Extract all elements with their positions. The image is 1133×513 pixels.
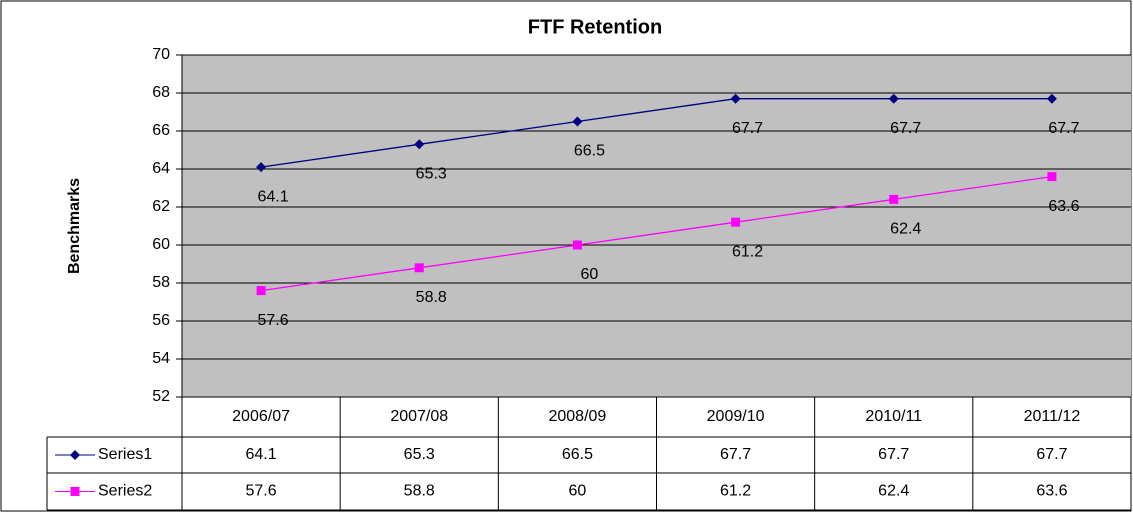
series-marker: [731, 217, 741, 227]
series-marker: [256, 286, 266, 296]
table-value: 57.6: [246, 483, 277, 500]
series-marker: [256, 162, 267, 173]
chart-title: FTF Retention: [528, 16, 662, 38]
y-tick-label: 64: [152, 160, 170, 177]
table-value: 65.3: [404, 446, 435, 463]
legend-marker: [70, 450, 80, 460]
y-tick-label: 70: [152, 46, 170, 63]
y-tick-label: 60: [152, 236, 170, 253]
x-tick-label: 2006/07: [232, 408, 290, 425]
series-line: [260, 175, 1053, 292]
y-tick-label: 58: [152, 274, 170, 291]
legend-label: Series1: [98, 446, 152, 463]
y-axis-label: Benchmarks: [66, 178, 83, 274]
table-value: 62.4: [878, 483, 909, 500]
table-value: 66.5: [562, 446, 593, 463]
data-label: 65.3: [416, 166, 447, 183]
data-label: 57.6: [258, 312, 289, 329]
data-label: 67.7: [1048, 120, 1079, 137]
y-tick-label: 62: [152, 198, 170, 215]
data-label: 64.1: [258, 188, 289, 205]
table-value: 61.2: [720, 483, 751, 500]
x-tick-label: 2011/12: [1024, 408, 1081, 425]
legend-label: Series2: [98, 483, 152, 500]
data-label: 62.4: [890, 221, 921, 238]
table-value: 67.7: [878, 446, 909, 463]
y-tick-label: 56: [152, 312, 170, 329]
y-tick-label: 54: [152, 350, 170, 367]
data-label: 66.5: [574, 143, 605, 160]
data-label: 67.7: [732, 120, 763, 137]
series-marker: [572, 116, 583, 127]
series-marker: [730, 93, 741, 104]
data-label: 61.2: [732, 243, 763, 260]
series-marker: [888, 93, 899, 104]
series-marker: [1046, 93, 1057, 104]
table-value: 58.8: [404, 483, 435, 500]
data-label: 67.7: [890, 120, 921, 137]
table-value: 67.7: [1036, 446, 1067, 463]
y-tick-label: 66: [152, 122, 170, 139]
data-label: 60: [581, 266, 599, 283]
series-marker: [889, 194, 899, 204]
table-value: 63.6: [1036, 483, 1067, 500]
series-marker: [414, 263, 424, 273]
y-tick-label: 68: [152, 84, 170, 101]
plot-area: [182, 55, 1131, 397]
table-value: 60: [569, 483, 587, 500]
series-marker: [414, 139, 425, 150]
x-tick-label: 2008/09: [548, 408, 606, 425]
table-value: 67.7: [720, 446, 751, 463]
table-value: 64.1: [246, 446, 277, 463]
data-label: 58.8: [416, 289, 447, 306]
series-marker: [1047, 172, 1057, 182]
data-label: 63.6: [1048, 198, 1079, 215]
x-tick-label: 2010/11: [865, 408, 922, 425]
series-line: [260, 98, 1052, 168]
legend-marker: [70, 487, 80, 496]
x-tick-label: 2009/10: [707, 408, 765, 425]
y-tick-label: 52: [152, 388, 170, 405]
series-marker: [572, 240, 582, 250]
x-tick-label: 2007/08: [390, 408, 448, 425]
